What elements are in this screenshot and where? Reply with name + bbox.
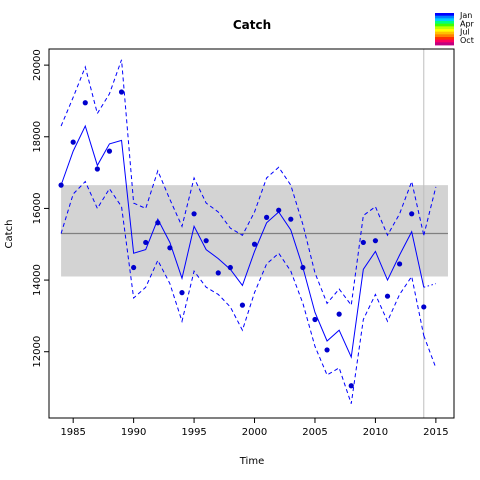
observation-point bbox=[312, 316, 318, 323]
y-axis-title: Catch bbox=[4, 220, 15, 249]
observation-point bbox=[288, 216, 294, 222]
series-line-4-dashed bbox=[423, 186, 437, 236]
observation-point bbox=[167, 245, 173, 251]
legend-label: Apr bbox=[460, 19, 475, 28]
x-tick-label: 2000 bbox=[242, 427, 267, 438]
observation-point bbox=[276, 207, 282, 213]
observation-point bbox=[348, 383, 354, 389]
series-line-5-dashed bbox=[423, 335, 437, 369]
legend-label: Jul bbox=[459, 28, 470, 37]
observation-point bbox=[106, 148, 113, 154]
x-tick-label: 2010 bbox=[363, 427, 388, 438]
observation-point bbox=[155, 220, 161, 226]
y-tick-label: 16000 bbox=[32, 193, 43, 225]
y-tick-label: 14000 bbox=[32, 264, 43, 296]
x-tick-label: 2005 bbox=[302, 427, 327, 438]
legend-color-swatch bbox=[435, 42, 454, 46]
chart-title: Catch bbox=[233, 18, 271, 32]
series-line-1-solid bbox=[60, 124, 425, 359]
observation-point bbox=[264, 214, 270, 220]
legend-color-swatch bbox=[435, 18, 454, 22]
y-tick-label: 18000 bbox=[32, 121, 43, 153]
observation-point bbox=[227, 264, 233, 271]
series-line-2-dashed bbox=[60, 59, 425, 307]
observation-point bbox=[372, 238, 379, 244]
observation-point bbox=[251, 241, 258, 247]
y-tick-label: 20000 bbox=[32, 49, 43, 81]
legend-color-swatch bbox=[435, 34, 454, 38]
observation-point bbox=[143, 239, 149, 246]
x-axis-title: Time bbox=[239, 456, 264, 467]
observation-point bbox=[131, 264, 137, 271]
observation-point bbox=[239, 302, 246, 308]
legend-color-swatch bbox=[435, 21, 454, 25]
reference-band bbox=[61, 185, 448, 277]
legend-color-swatch bbox=[435, 31, 454, 35]
observation-point bbox=[421, 304, 427, 310]
observation-point bbox=[179, 290, 185, 296]
observation-point bbox=[324, 347, 330, 353]
observation-point bbox=[384, 293, 391, 299]
x-tick-label: 2015 bbox=[423, 427, 448, 438]
legend-color-swatch bbox=[435, 39, 454, 43]
legend-color-swatch bbox=[435, 23, 454, 27]
observation-point bbox=[336, 311, 342, 317]
observation-point bbox=[82, 100, 88, 106]
observation-point bbox=[409, 211, 415, 217]
observation-point bbox=[203, 238, 209, 244]
legend-label: Jan bbox=[459, 11, 472, 20]
legend-color-swatch bbox=[435, 29, 454, 33]
observation-point bbox=[215, 270, 221, 276]
observation-point bbox=[396, 261, 403, 267]
observation-point bbox=[118, 89, 125, 95]
series-line-3-dashed bbox=[60, 180, 425, 404]
legend-color-swatch bbox=[435, 37, 454, 41]
legend-color-swatch bbox=[435, 15, 454, 19]
observation-point bbox=[70, 139, 76, 145]
observation-point bbox=[94, 166, 100, 172]
legend-color-swatch bbox=[435, 26, 454, 30]
legend-color-swatch bbox=[435, 13, 454, 17]
x-tick-label: 1995 bbox=[181, 427, 206, 438]
x-tick-label: 1985 bbox=[60, 427, 85, 438]
plot-frame bbox=[48, 48, 455, 419]
observation-point bbox=[300, 264, 306, 271]
observation-point bbox=[360, 239, 366, 246]
observation-point bbox=[58, 182, 64, 188]
observation-point bbox=[191, 211, 197, 217]
x-tick-label: 1990 bbox=[121, 427, 146, 438]
legend-label: Oct bbox=[460, 36, 474, 45]
y-tick-label: 12000 bbox=[32, 336, 43, 368]
